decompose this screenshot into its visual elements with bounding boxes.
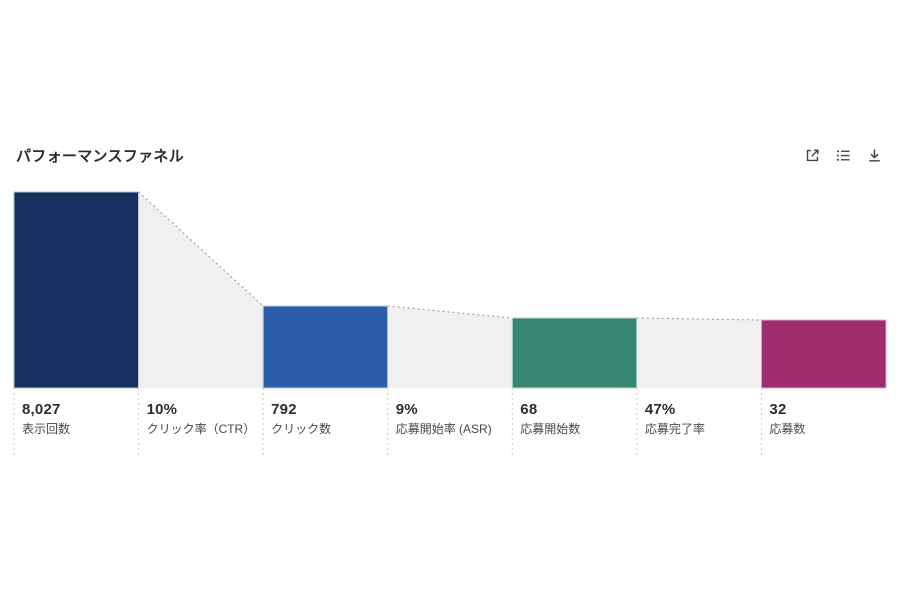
stage-label: 68 応募開始数 <box>520 401 580 436</box>
stage-name: 応募数 <box>769 422 806 436</box>
stage-name: 応募開始率 (ASR) <box>395 422 492 436</box>
funnel-dropoff-area <box>636 318 762 388</box>
list-button[interactable] <box>831 143 855 167</box>
stage-name: クリック率（CTR） <box>146 422 256 436</box>
funnel-dropoff-area <box>138 192 264 388</box>
open-in-new-icon <box>806 148 819 161</box>
stage-value: 68 <box>520 401 538 418</box>
bulleted-list-icon <box>836 149 850 161</box>
stage-label: 32 応募数 <box>769 401 805 436</box>
funnel-bar-4[interactable] <box>760 319 887 389</box>
stage-name: 応募完了率 <box>644 422 705 436</box>
stage-label: 10% クリック率（CTR） <box>147 401 256 436</box>
stage-label: 47% 応募完了率 <box>645 401 705 436</box>
open-in-new-button[interactable] <box>800 143 824 167</box>
stage-value: 10% <box>146 401 178 418</box>
download-icon <box>868 148 880 162</box>
stage-label: 8,027 表示回数 <box>22 401 70 436</box>
funnel-connector-line <box>387 305 513 319</box>
funnel-bar-3[interactable] <box>511 317 638 389</box>
widget-title: パフォーマンスファネル <box>16 147 185 165</box>
funnel-connector-line <box>138 191 264 307</box>
stage-name: クリック数 <box>271 422 332 436</box>
funnel-connector-line <box>636 317 762 321</box>
funnel-chart <box>13 191 887 456</box>
stage-value: 32 <box>769 401 787 418</box>
widget-header: パフォーマンスファネル <box>16 142 886 168</box>
stage-name: 表示回数 <box>22 422 71 436</box>
stage-name: 応募開始数 <box>520 422 581 436</box>
stage-value: 47% <box>644 401 676 418</box>
stage-value: 792 <box>271 401 297 418</box>
funnel-bar-1[interactable] <box>13 191 140 389</box>
funnel-dropoff-area <box>387 306 513 388</box>
stage-value: 9% <box>395 401 418 418</box>
funnel-bar-2[interactable] <box>262 305 389 389</box>
widget-toolbar <box>800 143 886 167</box>
stage-label: 792 クリック数 <box>271 401 331 436</box>
stage-label: 9% 応募開始率 (ASR) <box>396 401 492 436</box>
download-button[interactable] <box>862 143 886 167</box>
stage-value: 8,027 <box>22 401 61 418</box>
